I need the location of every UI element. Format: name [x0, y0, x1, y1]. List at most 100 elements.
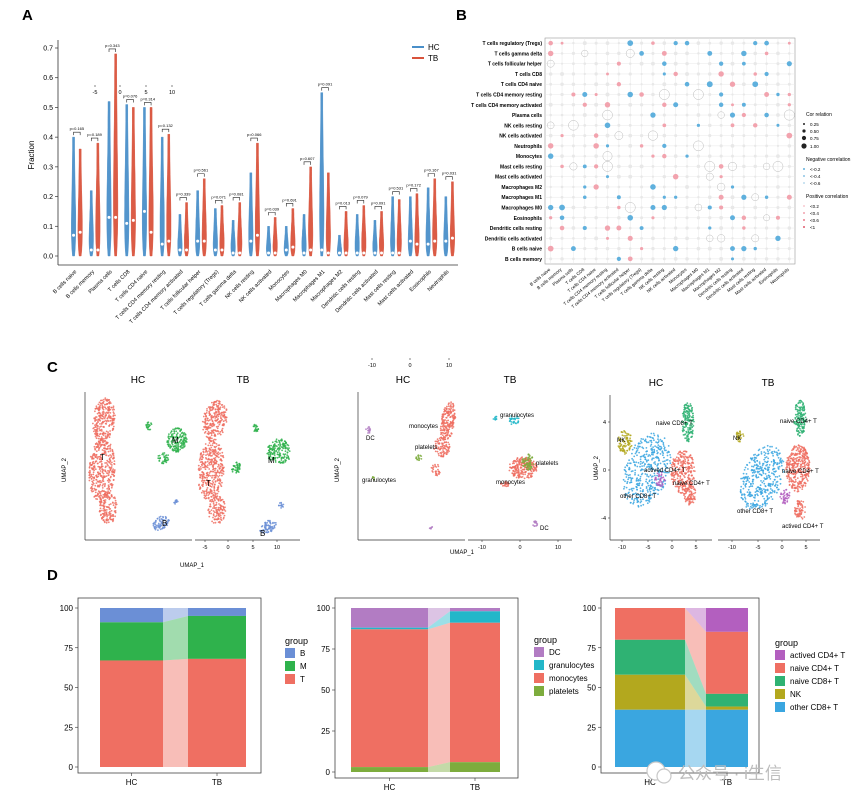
umap-cell	[101, 517, 104, 520]
umap-cell	[524, 457, 527, 460]
p-value: p=0.079	[353, 194, 368, 199]
umap-cell	[267, 524, 269, 526]
umap-cell	[620, 431, 623, 433]
umap-cell	[692, 419, 695, 421]
umap-cell	[94, 488, 97, 491]
umap-cell	[641, 483, 644, 485]
umap-cell	[533, 469, 536, 471]
umap-cell	[691, 432, 694, 435]
umap-cell	[441, 417, 443, 420]
correlation-dot	[674, 195, 678, 199]
correlation-dot	[742, 93, 746, 96]
umap-cell	[373, 478, 375, 481]
p-bracket	[356, 200, 365, 204]
umap-cell	[94, 435, 97, 438]
umap-cell	[692, 485, 694, 488]
p-value: p=0.561	[194, 168, 209, 173]
correlation-dot	[604, 225, 611, 231]
umap-cell	[213, 491, 216, 494]
umap-cell	[232, 468, 234, 471]
correlation-dot	[559, 225, 565, 231]
umap-cell	[213, 484, 216, 486]
correlation-dot	[685, 195, 689, 199]
umap-cell	[678, 458, 680, 460]
umap-cell	[688, 405, 691, 407]
umap-cell	[678, 467, 681, 469]
correlation-dot	[673, 102, 679, 108]
umap-cell	[803, 407, 806, 410]
umap-cell	[269, 453, 272, 456]
umap-cell	[515, 465, 517, 467]
umap-cell	[212, 502, 215, 505]
correlation-dot	[730, 215, 735, 221]
umap-cell	[94, 484, 97, 487]
umap-cell	[533, 525, 536, 527]
umap-cell	[629, 462, 632, 465]
correlation-dot	[617, 164, 621, 169]
umap-cell	[662, 454, 664, 457]
umap-cell	[654, 469, 656, 472]
umap-cell	[637, 484, 639, 487]
umap-cell	[96, 493, 99, 496]
umap-cell	[205, 415, 208, 418]
umap-cell	[96, 457, 99, 460]
umap-cell	[100, 500, 102, 503]
umap-cell	[206, 453, 209, 455]
umap-cell	[629, 502, 632, 504]
correlation-dot	[583, 154, 587, 158]
correlation-dot	[662, 165, 666, 168]
umap-cell	[794, 406, 797, 409]
correlation-dot	[719, 144, 723, 148]
umap-cell	[238, 467, 240, 470]
umap-cell	[631, 452, 633, 455]
umap-cell	[211, 474, 214, 477]
correlation-dot	[685, 113, 689, 117]
legend-pos-item: <1	[810, 225, 816, 230]
umap-cell	[108, 511, 110, 514]
umap-cell	[213, 497, 215, 499]
umap-cell	[105, 443, 107, 445]
umap-cell	[442, 449, 444, 451]
umap-cell	[89, 461, 92, 464]
umap-cell	[210, 434, 213, 437]
umap-cell	[451, 427, 454, 429]
umap-cell	[203, 479, 206, 482]
p-value: p=0.091	[371, 200, 386, 205]
correlation-dot	[583, 185, 587, 189]
correlation-dot	[685, 216, 689, 220]
umap-cell	[97, 465, 100, 468]
umap-cell	[659, 462, 662, 465]
correlation-dot	[787, 72, 791, 76]
umap-cell	[94, 453, 96, 456]
umap-cell	[649, 474, 652, 477]
correlation-dot	[776, 62, 780, 66]
violin-shape	[237, 202, 243, 257]
violin-median	[408, 239, 412, 243]
umap-cell	[682, 488, 684, 490]
umap-cell	[417, 454, 420, 456]
umap-cell	[107, 411, 110, 414]
umap-cell	[107, 431, 109, 434]
umap-cell	[625, 436, 627, 439]
correlation-dot	[697, 134, 700, 137]
umap-cell	[209, 458, 211, 461]
correlation-dot	[696, 216, 701, 220]
umap-cell	[171, 438, 174, 440]
correlation-dot	[673, 71, 678, 77]
umap-cell	[447, 419, 450, 422]
umap-cell	[520, 469, 523, 472]
correlation-dot	[616, 225, 622, 231]
violin-median	[178, 248, 182, 252]
umap-cell	[524, 473, 526, 476]
umap-cell	[175, 433, 178, 436]
correlation-dot	[602, 109, 613, 121]
legend-pos-title: Positive correlation	[806, 194, 848, 200]
umap-cell	[632, 461, 635, 463]
umap-cell	[533, 467, 536, 470]
umap-cell	[105, 403, 107, 406]
umap-cell	[686, 439, 689, 442]
umap-cell	[213, 412, 216, 414]
umap-cell	[221, 455, 224, 457]
correlation-dot	[650, 112, 656, 118]
correlation-dot	[594, 257, 598, 261]
